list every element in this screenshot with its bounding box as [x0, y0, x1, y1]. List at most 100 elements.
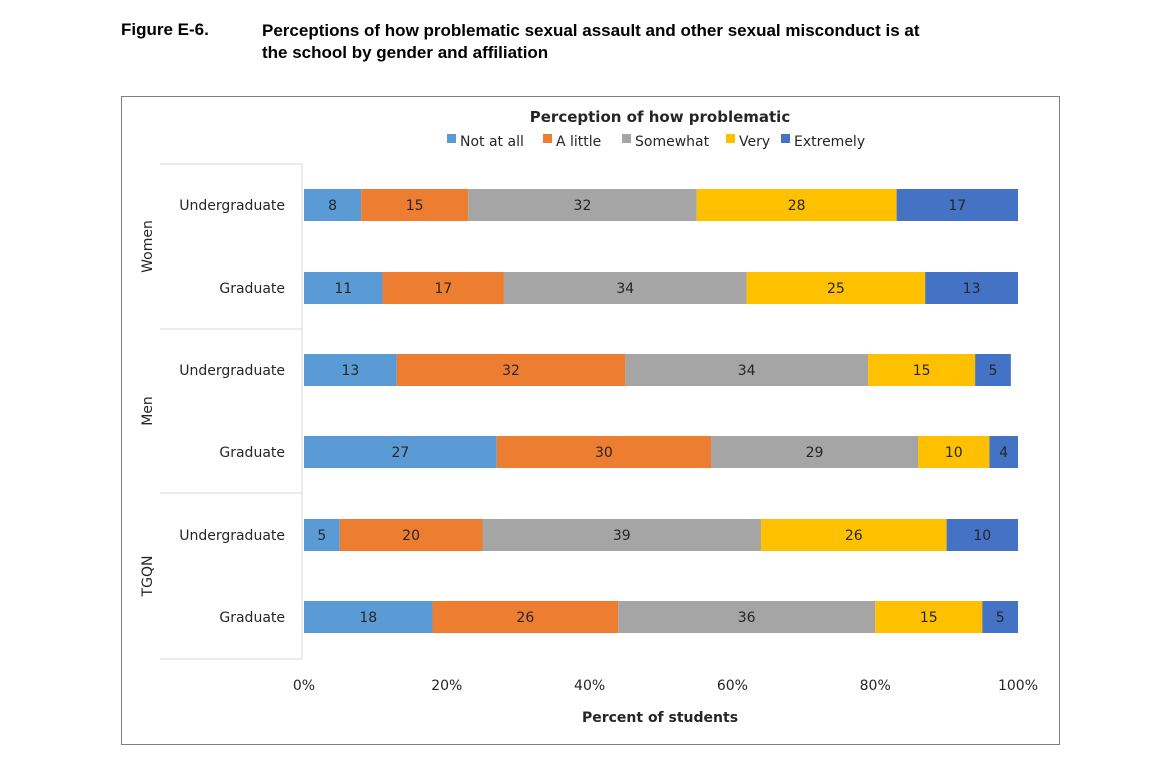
data-label-extremely: 4 — [999, 445, 1008, 461]
data-label-a-little: 26 — [516, 610, 534, 626]
bar-segment-very — [746, 272, 926, 304]
data-label-very: 10 — [945, 445, 963, 461]
data-label-somewhat: 39 — [613, 528, 631, 544]
category-labels: Undergraduate Graduate Undergraduate Gradua… — [179, 198, 285, 626]
category-label-graduate: Graduate — [219, 445, 285, 461]
bars: 8 15 32 28 17 11 17 34 25 13 13 32 34 15 5 27 30 29 10 4 5 20… — [304, 189, 1018, 633]
figure-label: Figure E-6. — [121, 20, 209, 39]
legend-swatch-not-at-all — [447, 134, 456, 143]
data-label-not-at-all: 27 — [391, 445, 409, 461]
legend-label-a-little: A little — [556, 134, 601, 150]
x-tick-label: 20% — [431, 678, 462, 694]
bar-segment-extremely — [946, 519, 1018, 551]
bar-segment-a-little — [361, 189, 469, 221]
bar-segment-very — [918, 436, 990, 468]
category-label-graduate: Graduate — [219, 281, 285, 297]
group-dividers — [160, 163, 303, 660]
figure-caption: Perceptions of how problematic sexual as… — [262, 20, 1062, 64]
figure-caption-line-1: Perceptions of how problematic sexual as… — [262, 21, 920, 40]
bar-segment-very — [868, 354, 976, 386]
data-label-extremely: 5 — [996, 610, 1005, 626]
chart-frame — [121, 96, 1060, 745]
bar-segment-very — [760, 519, 947, 551]
x-axis-ticks: 0% 20% 40% 60% 80% 100% — [293, 678, 1038, 694]
data-label-very: 25 — [827, 281, 845, 297]
x-tick-label: 100% — [998, 678, 1038, 694]
bar-segment-somewhat — [625, 354, 869, 386]
x-axis-label: Percent of students — [582, 710, 738, 726]
group-label-men: Men — [140, 396, 156, 426]
bar-segment-extremely — [896, 189, 1018, 221]
data-label-extremely: 5 — [989, 363, 998, 379]
bar-row-tgqn-undergraduate: 5 20 39 26 10 — [304, 519, 1018, 551]
legend-label-very: Very — [739, 134, 770, 150]
data-label-a-little: 15 — [406, 198, 424, 214]
x-tick-label: 0% — [293, 678, 315, 694]
bar-row-women-graduate: 11 17 34 25 13 — [304, 272, 1018, 304]
bar-segment-extremely — [989, 436, 1018, 468]
bar-segment-extremely — [975, 354, 1011, 386]
data-label-extremely: 13 — [963, 281, 981, 297]
category-label-undergraduate: Undergraduate — [179, 363, 285, 379]
legend-item-a-little: A little — [543, 134, 601, 150]
data-label-very: 26 — [845, 528, 863, 544]
bar-segment-very — [696, 189, 897, 221]
bar-row-women-undergraduate: 8 15 32 28 17 — [304, 189, 1018, 221]
legend-swatch-a-little — [543, 134, 552, 143]
bar-segment-not-at-all — [304, 272, 383, 304]
category-label-graduate: Graduate — [219, 610, 285, 626]
data-label-very: 28 — [788, 198, 806, 214]
data-label-extremely: 17 — [948, 198, 966, 214]
data-label-a-little: 17 — [434, 281, 452, 297]
data-label-a-little: 30 — [595, 445, 613, 461]
data-label-very: 15 — [913, 363, 931, 379]
x-tick-label: 80% — [860, 678, 891, 694]
legend-label-extremely: Extremely — [794, 134, 865, 150]
figure-caption-line-2: the school by gender and affiliation — [262, 43, 549, 62]
data-label-not-at-all: 8 — [328, 198, 337, 214]
bar-segment-extremely — [925, 272, 1018, 304]
data-label-somewhat: 29 — [806, 445, 824, 461]
bar-segment-a-little — [396, 354, 626, 386]
bar-segment-very — [875, 601, 983, 633]
bar-row-men-graduate: 27 30 29 10 4 — [304, 436, 1018, 468]
bar-segment-not-at-all — [304, 354, 397, 386]
bar-row-tgqn-graduate: 18 26 36 15 5 — [304, 601, 1018, 633]
legend-item-extremely: Extremely — [781, 134, 865, 150]
data-label-a-little: 32 — [502, 363, 520, 379]
bar-segment-a-little — [339, 519, 483, 551]
legend-swatch-extremely — [781, 134, 790, 143]
data-label-somewhat: 34 — [616, 281, 634, 297]
bar-row-men-undergraduate: 13 32 34 15 5 — [304, 354, 1011, 386]
data-label-a-little: 20 — [402, 528, 420, 544]
data-label-extremely: 10 — [973, 528, 991, 544]
bar-segment-somewhat — [618, 601, 876, 633]
data-label-not-at-all: 13 — [341, 363, 359, 379]
bar-segment-not-at-all — [304, 601, 433, 633]
group-labels: Women Men TGQN — [140, 220, 156, 597]
legend-item-very: Very — [726, 134, 770, 150]
legend-label-not-at-all: Not at all — [460, 134, 524, 150]
bar-segment-not-at-all — [304, 519, 340, 551]
data-label-somewhat: 36 — [738, 610, 756, 626]
chart-title: Perception of how problematic — [530, 108, 790, 126]
bar-segment-extremely — [982, 601, 1018, 633]
legend: Not at all A little Somewhat Very Extremely — [447, 134, 865, 150]
bar-segment-somewhat — [468, 189, 697, 221]
legend-item-not-at-all: Not at all — [447, 134, 524, 150]
data-label-somewhat: 34 — [738, 363, 756, 379]
data-label-somewhat: 32 — [574, 198, 592, 214]
data-label-not-at-all: 11 — [334, 281, 352, 297]
bar-segment-not-at-all — [304, 189, 362, 221]
bar-segment-a-little — [382, 272, 504, 304]
bar-segment-somewhat — [503, 272, 747, 304]
bar-segment-somewhat — [710, 436, 919, 468]
x-tick-label: 60% — [717, 678, 748, 694]
data-label-very: 15 — [920, 610, 938, 626]
legend-swatch-somewhat — [622, 134, 631, 143]
category-label-undergraduate: Undergraduate — [179, 198, 285, 214]
group-label-women: Women — [140, 220, 156, 273]
bar-segment-somewhat — [482, 519, 761, 551]
bar-segment-a-little — [432, 601, 619, 633]
